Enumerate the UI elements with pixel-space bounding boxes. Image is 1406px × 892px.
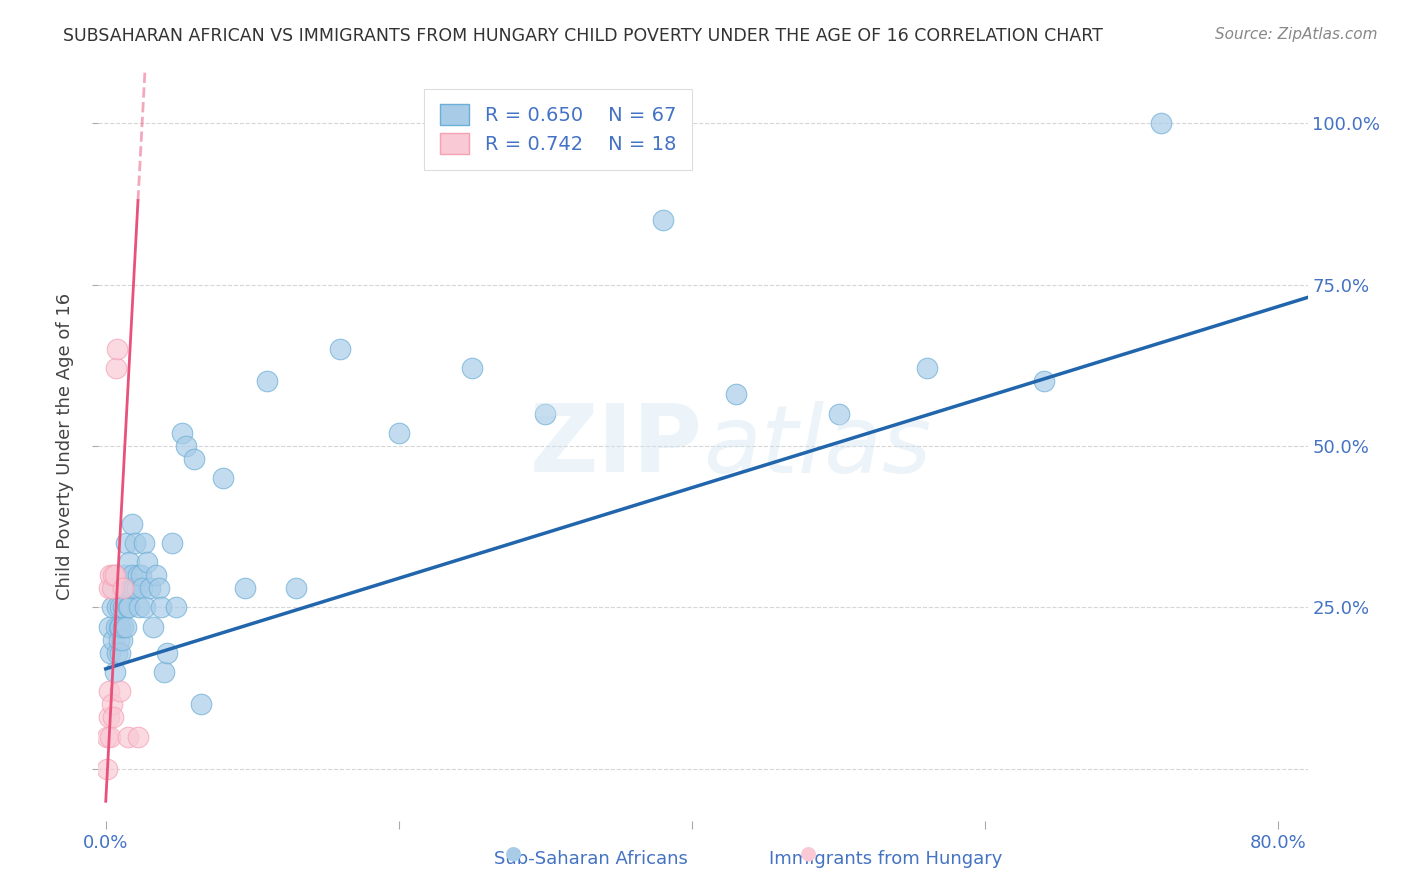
Point <box>131 581 153 595</box>
Text: SUBSAHARAN AFRICAN VS IMMIGRANTS FROM HUNGARY CHILD POVERTY UNDER THE AGE OF 16 : SUBSAHARAN AFRICAN VS IMMIGRANTS FROM HU… <box>63 27 1104 45</box>
Point <box>461 361 484 376</box>
Point <box>112 600 135 615</box>
Text: Sub-Saharan Africans: Sub-Saharan Africans <box>494 850 688 868</box>
Text: Source: ZipAtlas.com: Source: ZipAtlas.com <box>1215 27 1378 42</box>
Point <box>107 342 129 356</box>
Y-axis label: Child Poverty Under the Age of 16: Child Poverty Under the Age of 16 <box>56 293 75 599</box>
Point <box>724 387 747 401</box>
Point <box>122 581 145 595</box>
Point <box>110 646 132 660</box>
Point <box>111 632 134 647</box>
Point <box>117 581 139 595</box>
Point <box>103 568 125 582</box>
Point <box>105 620 128 634</box>
Point <box>190 698 212 712</box>
Point <box>107 600 129 615</box>
Point <box>110 600 132 615</box>
Point <box>101 632 124 647</box>
Point <box>97 620 120 634</box>
Text: ●: ● <box>505 844 522 863</box>
Point <box>120 581 142 595</box>
Point <box>1032 375 1054 389</box>
Point <box>115 536 138 550</box>
Point <box>112 620 135 634</box>
Point <box>108 632 131 647</box>
Point <box>100 600 122 615</box>
Text: Immigrants from Hungary: Immigrants from Hungary <box>769 850 1002 868</box>
Point <box>128 600 150 615</box>
Point <box>110 684 132 698</box>
Point <box>124 536 146 550</box>
Point <box>388 426 411 441</box>
Point <box>165 600 187 615</box>
Point <box>97 710 120 724</box>
Point <box>148 581 170 595</box>
Point <box>256 375 278 389</box>
Point <box>101 710 124 724</box>
Point <box>127 730 149 744</box>
Point <box>117 600 139 615</box>
Point <box>114 581 136 595</box>
Point <box>111 581 134 595</box>
Point <box>329 342 352 356</box>
Text: ●: ● <box>800 844 817 863</box>
Point <box>125 581 148 595</box>
Point <box>118 600 141 615</box>
Point <box>118 555 141 569</box>
Point <box>96 762 118 776</box>
Point <box>112 581 135 595</box>
Point <box>107 646 129 660</box>
Point <box>138 581 160 595</box>
Point <box>108 620 131 634</box>
Point <box>98 730 121 744</box>
Point <box>212 471 235 485</box>
Point <box>105 568 128 582</box>
Point <box>114 568 136 582</box>
Point <box>132 536 155 550</box>
Point <box>651 213 673 227</box>
Point <box>101 581 124 595</box>
Point <box>117 730 139 744</box>
Point <box>97 581 120 595</box>
Point <box>100 698 122 712</box>
Point <box>121 568 143 582</box>
Point <box>134 600 156 615</box>
Point <box>98 568 121 582</box>
Point <box>170 426 193 441</box>
Point <box>115 620 138 634</box>
Legend: R = 0.650    N = 67, R = 0.742    N = 18: R = 0.650 N = 67, R = 0.742 N = 18 <box>425 88 692 169</box>
Point <box>100 581 122 595</box>
Point <box>1150 116 1173 130</box>
Point <box>121 516 143 531</box>
Point <box>160 536 183 550</box>
Point <box>101 568 124 582</box>
Point <box>129 568 152 582</box>
Point <box>534 407 557 421</box>
Point <box>135 555 157 569</box>
Point <box>127 568 149 582</box>
Point <box>110 620 132 634</box>
Point <box>150 600 173 615</box>
Point <box>145 568 167 582</box>
Point <box>183 451 205 466</box>
Point <box>233 581 256 595</box>
Text: atlas: atlas <box>703 401 931 491</box>
Point <box>142 620 165 634</box>
Point <box>285 581 308 595</box>
Point <box>153 665 176 679</box>
Point <box>97 684 120 698</box>
Text: ZIP: ZIP <box>530 400 703 492</box>
Point <box>176 439 198 453</box>
Point <box>105 361 128 376</box>
Point <box>96 730 118 744</box>
Point <box>827 407 849 421</box>
Point <box>103 665 125 679</box>
Point <box>156 646 179 660</box>
Point <box>98 646 121 660</box>
Point <box>915 361 938 376</box>
